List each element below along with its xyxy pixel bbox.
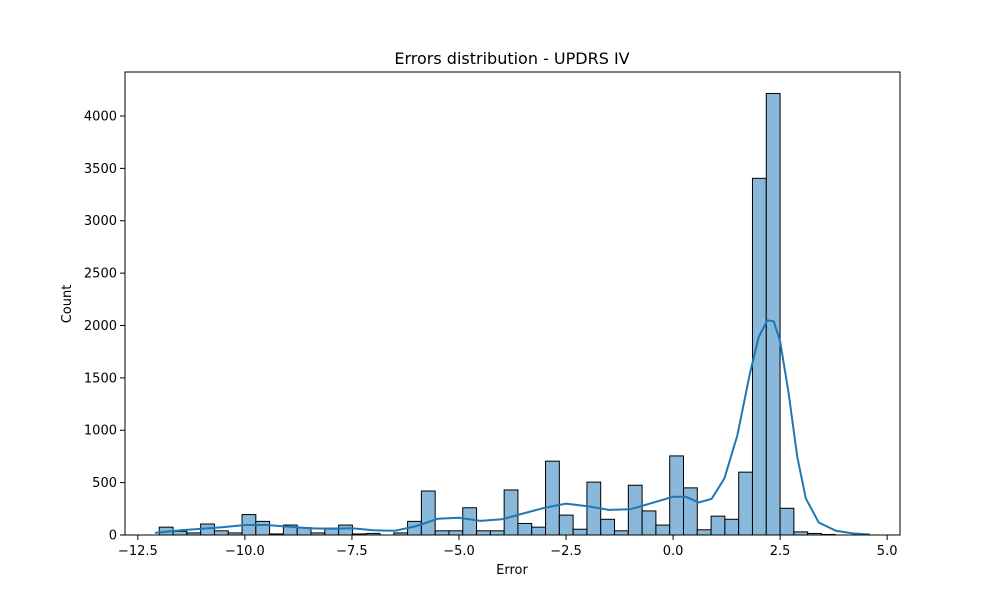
x-tick-label: −7.5 bbox=[336, 544, 368, 559]
histogram-bar bbox=[489, 530, 505, 536]
histogram-bar bbox=[503, 489, 519, 536]
histogram-bar bbox=[765, 92, 781, 536]
histogram-bar bbox=[779, 507, 795, 536]
histogram-bar bbox=[338, 524, 353, 536]
histogram-bar bbox=[545, 460, 560, 536]
histogram-bar bbox=[738, 471, 753, 536]
histogram-bar bbox=[476, 530, 491, 536]
x-tick-label: −5.0 bbox=[443, 544, 475, 559]
y-axis-ticks: 0 500 1000 1500 2000 2500 3000 3500 4000 bbox=[84, 109, 125, 544]
histogram-bar bbox=[448, 530, 464, 536]
plot-frame bbox=[124, 71, 901, 536]
histogram-bar bbox=[558, 514, 574, 536]
histogram-bar bbox=[724, 518, 740, 536]
x-axis-label: Error bbox=[496, 563, 528, 578]
x-tick-label: 2.5 bbox=[770, 544, 791, 559]
x-axis-ticks: −12.5 −10.0 −7.5 −5.0 −2.5 0.0 2.5 5.0 bbox=[118, 535, 898, 559]
y-tick-label: 0 bbox=[109, 529, 117, 544]
histogram-bar bbox=[641, 510, 657, 536]
histogram-bar bbox=[572, 528, 588, 536]
chart-title: Errors distribution - UPDRS IV bbox=[394, 49, 629, 68]
y-tick-label: 1000 bbox=[84, 424, 117, 439]
y-tick-label: 2000 bbox=[84, 319, 117, 334]
y-tick-label: 2500 bbox=[84, 267, 117, 282]
histogram-bar bbox=[614, 530, 629, 536]
y-tick-label: 3000 bbox=[84, 214, 117, 229]
x-tick-label: −12.5 bbox=[118, 544, 158, 559]
histogram-bar bbox=[462, 507, 478, 536]
x-tick-label: −2.5 bbox=[550, 544, 582, 559]
y-tick-label: 1500 bbox=[84, 371, 117, 386]
kde-curve bbox=[154, 319, 871, 536]
histogram-bar bbox=[172, 530, 188, 536]
bars-group bbox=[158, 92, 836, 536]
histogram-bar bbox=[434, 530, 450, 536]
histogram-bar bbox=[255, 520, 271, 536]
histogram-bar bbox=[696, 529, 712, 536]
histogram-bar bbox=[710, 515, 726, 536]
histogram-bar bbox=[531, 526, 547, 536]
y-axis-label: Count bbox=[60, 285, 75, 324]
x-tick-label: 5.0 bbox=[877, 544, 898, 559]
histogram-bar bbox=[682, 487, 698, 536]
histogram-bar bbox=[213, 530, 229, 536]
histogram-bar bbox=[517, 522, 533, 536]
histogram-bar bbox=[655, 524, 671, 536]
x-tick-label: −10.0 bbox=[225, 544, 265, 559]
histogram-bar bbox=[420, 490, 436, 536]
y-tick-label: 4000 bbox=[84, 109, 117, 124]
y-tick-label: 500 bbox=[92, 476, 117, 491]
histogram-bar bbox=[669, 455, 684, 536]
x-tick-label: 0.0 bbox=[663, 544, 684, 559]
y-tick-label: 3500 bbox=[84, 162, 117, 177]
histogram-bar bbox=[600, 518, 616, 536]
